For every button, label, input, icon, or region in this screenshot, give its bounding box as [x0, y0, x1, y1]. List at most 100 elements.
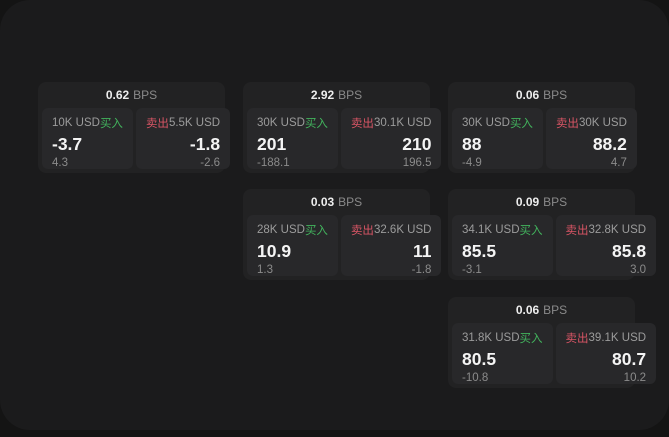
buy-size: 30K USD — [462, 117, 510, 129]
quote-card-body: 30K USD 买入 201 -188.1 卖出 30.1K USD 210 1… — [243, 108, 442, 173]
bps-unit-label: BPS — [543, 88, 568, 102]
buy-size: 31.8K USD — [462, 332, 520, 344]
sell-panel-top: 卖出 32.8K USD — [566, 222, 647, 238]
sell-change: 3.0 — [630, 264, 647, 276]
buy-price: 80.5 — [462, 349, 497, 369]
sell-panel[interactable]: 卖出 5.5K USD -1.8 -2.6 — [135, 108, 231, 169]
bps-header: 0.09 BPS — [448, 189, 635, 215]
sell-panel-top: 卖出 32.6K USD — [351, 222, 432, 238]
buy-panel-top: 34.1K USD 买入 — [462, 222, 543, 238]
buy-change: 4.3 — [52, 157, 68, 169]
buy-price: 88 — [462, 134, 482, 154]
sell-side-label: 卖出 — [565, 333, 589, 345]
buy-change: -10.8 — [462, 372, 489, 384]
quote-card-body: 31.8K USD 买入 80.5 -10.8 卖出 39.1K USD 80.… — [448, 323, 657, 388]
buy-side-label: 买入 — [509, 118, 533, 130]
buy-size: 10K USD — [52, 117, 100, 129]
bps-header: 0.06 BPS — [448, 297, 635, 323]
buy-panel-top: 28K USD 买入 — [257, 222, 328, 238]
buy-price: 85.5 — [462, 241, 497, 261]
buy-size: 30K USD — [257, 117, 305, 129]
bps-header: 0.06 BPS — [448, 82, 635, 108]
bps-value: 0.06 — [515, 303, 540, 317]
buy-price: 10.9 — [257, 241, 292, 261]
buy-panel-top: 31.8K USD 买入 — [462, 330, 543, 346]
sell-price: 11 — [412, 241, 432, 261]
sell-change: 10.2 — [623, 372, 647, 384]
sell-panel[interactable]: 卖出 39.1K USD 80.7 10.2 — [555, 323, 657, 384]
quote-card-6: 0.06 BPS 31.8K USD 买入 80.5 -10.8 卖出 39.1… — [448, 297, 657, 388]
sell-price: 88.2 — [592, 134, 627, 154]
sell-size: 30K USD — [578, 117, 627, 129]
quote-card-4: 0.03 BPS 28K USD 买入 10.9 1.3 卖出 32.6K US… — [243, 189, 442, 280]
bps-unit-label: BPS — [543, 195, 568, 209]
buy-size: 34.1K USD — [462, 224, 520, 236]
buy-change: 1.3 — [257, 264, 273, 276]
sell-panel[interactable]: 卖出 32.8K USD 85.8 3.0 — [555, 215, 657, 276]
sell-price: 85.8 — [612, 241, 647, 261]
sell-panel[interactable]: 卖出 32.6K USD 11 -1.8 — [340, 215, 442, 276]
quote-card-body: 30K USD 买入 88 -4.9 卖出 30K USD 88.2 4.7 — [448, 108, 637, 173]
sell-size: 5.5K USD — [168, 117, 221, 129]
sell-side-label: 卖出 — [350, 225, 374, 237]
bps-header: 2.92 BPS — [243, 82, 430, 108]
bps-value: 0.06 — [515, 88, 540, 102]
bps-unit-label: BPS — [338, 88, 363, 102]
sell-change: -1.8 — [411, 264, 432, 276]
sell-size: 30.1K USD — [373, 117, 432, 129]
bps-header: 0.62 BPS — [38, 82, 225, 108]
buy-size: 28K USD — [257, 224, 305, 236]
sell-panel[interactable]: 卖出 30.1K USD 210 196.5 — [340, 108, 442, 169]
bps-unit-label: BPS — [133, 88, 158, 102]
buy-side-label: 买入 — [519, 225, 543, 237]
buy-price: -3.7 — [52, 134, 83, 154]
sell-side-label: 卖出 — [555, 118, 579, 130]
sell-change: -2.6 — [200, 157, 221, 169]
sell-change: 4.7 — [610, 157, 627, 169]
quote-card-1: 0.62 BPS 10K USD 买入 -3.7 4.3 卖出 5.5K USD… — [38, 82, 231, 173]
quote-card-3: 0.06 BPS 30K USD 买入 88 -4.9 卖出 30K USD 8… — [448, 82, 637, 173]
buy-side-label: 买入 — [304, 118, 328, 130]
buy-panel[interactable]: 30K USD 买入 201 -188.1 — [247, 108, 338, 169]
sell-size: 39.1K USD — [588, 332, 647, 344]
sell-panel-top: 卖出 39.1K USD — [566, 330, 647, 346]
quote-card-2: 2.92 BPS 30K USD 买入 201 -188.1 卖出 30.1K … — [243, 82, 442, 173]
sell-price: 80.7 — [612, 349, 647, 369]
quote-card-5: 0.09 BPS 34.1K USD 买入 85.5 -3.1 卖出 32.8K… — [448, 189, 657, 280]
buy-panel[interactable]: 31.8K USD 买入 80.5 -10.8 — [452, 323, 553, 384]
sell-price: 210 — [402, 134, 432, 154]
sell-side-label: 卖出 — [350, 118, 374, 130]
bps-header: 0.03 BPS — [243, 189, 430, 215]
buy-side-label: 买入 — [304, 225, 328, 237]
buy-panel-top: 10K USD 买入 — [52, 115, 123, 131]
buy-panel[interactable]: 30K USD 买入 88 -4.9 — [452, 108, 543, 169]
bps-value: 0.09 — [515, 195, 540, 209]
buy-panel[interactable]: 28K USD 买入 10.9 1.3 — [247, 215, 338, 276]
sell-side-label: 卖出 — [565, 225, 589, 237]
bps-unit-label: BPS — [338, 195, 363, 209]
buy-change: -4.9 — [462, 157, 482, 169]
buy-price: 201 — [257, 134, 287, 154]
buy-panel[interactable]: 34.1K USD 买入 85.5 -3.1 — [452, 215, 553, 276]
buy-panel[interactable]: 10K USD 买入 -3.7 4.3 — [42, 108, 133, 169]
buy-panel-top: 30K USD 买入 — [462, 115, 533, 131]
buy-side-label: 买入 — [519, 333, 543, 345]
sell-side-label: 卖出 — [145, 118, 169, 130]
buy-panel-top: 30K USD 买入 — [257, 115, 328, 131]
quote-card-body: 34.1K USD 买入 85.5 -3.1 卖出 32.8K USD 85.8… — [448, 215, 657, 280]
sell-panel[interactable]: 卖出 30K USD 88.2 4.7 — [545, 108, 637, 169]
sell-size: 32.6K USD — [373, 224, 432, 236]
bps-value: 0.62 — [105, 88, 130, 102]
quote-card-body: 10K USD 买入 -3.7 4.3 卖出 5.5K USD -1.8 -2.… — [38, 108, 231, 173]
buy-change: -188.1 — [257, 157, 290, 169]
quote-card-body: 28K USD 买入 10.9 1.3 卖出 32.6K USD 11 -1.8 — [243, 215, 442, 280]
buy-change: -3.1 — [462, 264, 482, 276]
bps-value: 0.03 — [310, 195, 335, 209]
sell-panel-top: 卖出 30.1K USD — [351, 115, 432, 131]
sell-price: -1.8 — [189, 134, 221, 154]
bps-unit-label: BPS — [543, 303, 568, 317]
sell-panel-top: 卖出 30K USD — [556, 115, 627, 131]
bps-value: 2.92 — [310, 88, 335, 102]
buy-side-label: 买入 — [99, 118, 123, 130]
